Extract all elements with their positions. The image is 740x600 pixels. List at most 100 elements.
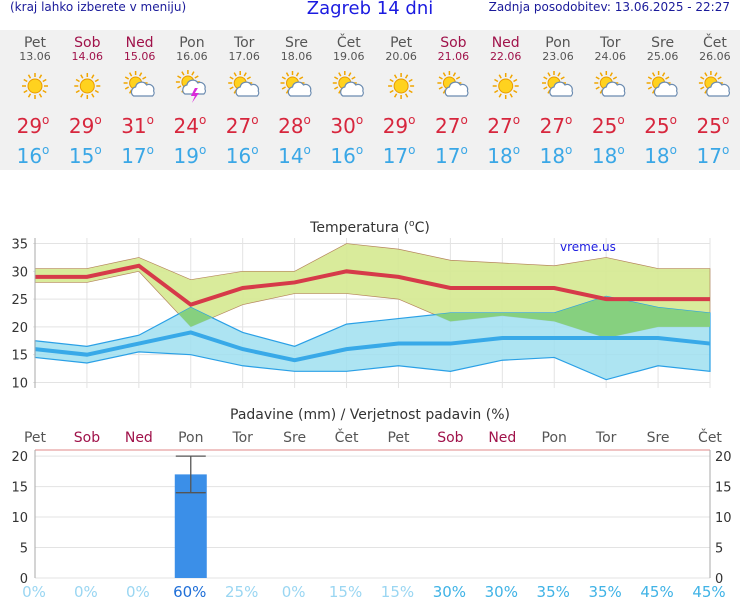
y-tick-label: 35 — [11, 238, 28, 253]
sun-ray — [547, 72, 551, 77]
min-temp-value: 16 — [17, 144, 42, 168]
cloud-shape — [235, 81, 260, 97]
sun-ray — [651, 72, 656, 77]
max-temp-line — [35, 263, 710, 307]
precip-probability: 15% — [381, 583, 414, 600]
precip-probability: 45% — [640, 583, 673, 600]
cloud-shape — [287, 81, 312, 97]
title-unit: C) — [415, 220, 430, 236]
day-name: Tor — [233, 35, 255, 51]
degree-mark: o — [147, 113, 154, 127]
degree-mark: o — [94, 143, 101, 157]
sun-ray — [229, 76, 234, 80]
max-temp: 27o — [435, 113, 468, 138]
sun-ray — [543, 86, 548, 90]
sun-ray — [595, 76, 600, 80]
degree-mark: o — [251, 113, 258, 127]
min-temp-value: 14 — [278, 144, 303, 168]
sun-ray — [494, 89, 499, 94]
sun-ray — [717, 76, 722, 80]
y-tick-label: 25 — [11, 293, 28, 308]
max-temp: 25o — [592, 113, 625, 138]
x-tick-label: Sob — [74, 430, 100, 446]
degree-mark: o — [251, 143, 258, 157]
day-date: 13.06 — [19, 50, 51, 63]
sun-ray — [299, 76, 304, 80]
sun-ray — [27, 74, 32, 79]
degree-mark: o — [199, 143, 206, 157]
max-temp-value: 30 — [330, 114, 355, 138]
min-temp-value: 18 — [592, 144, 617, 168]
day-name: Tor — [599, 35, 621, 51]
max-temp: 28o — [278, 113, 311, 138]
sun-ray — [233, 72, 237, 77]
y-tick-label-right: 15 — [715, 481, 732, 496]
degree-mark: o — [42, 113, 49, 127]
precip-probability: 60% — [173, 583, 206, 600]
cloud-shape — [444, 81, 469, 97]
sun-ray — [334, 86, 339, 90]
min-temp: 16o — [226, 143, 259, 168]
precip-chart-title: Padavine (mm) / Verjetnost padavin (%) — [230, 407, 510, 423]
sun-ray — [509, 93, 513, 98]
min-temp: 17o — [121, 143, 154, 168]
degree-mark: o — [722, 143, 729, 157]
x-tick-label: Čet — [698, 428, 722, 446]
sun-ray — [351, 76, 356, 80]
min-temp: 18o — [644, 143, 677, 168]
overlap-band — [35, 296, 710, 338]
sun-ray — [408, 78, 413, 83]
max-temp: 27o — [487, 113, 520, 138]
max-temp-value: 25 — [592, 114, 617, 138]
min-temp: 18o — [592, 143, 625, 168]
day-date: 25.06 — [647, 50, 679, 63]
sun-ray — [647, 76, 653, 80]
temperature-chart: Temperatura (oC) 10 15 20 25 30 35 vreme.us — [11, 219, 711, 388]
max-temp: 29o — [17, 113, 50, 138]
sun-ray — [455, 76, 461, 80]
sun-ray — [438, 76, 443, 80]
degree-mark: o — [722, 113, 729, 127]
sun-icon — [492, 73, 519, 99]
sun-ray — [543, 76, 548, 80]
sun-icon — [74, 73, 101, 99]
x-tick-label: Sre — [647, 430, 670, 446]
max-temp-value: 27 — [435, 114, 460, 138]
sun-ray — [438, 86, 443, 90]
y-tick-label-left: 15 — [11, 481, 28, 496]
sun-ray — [91, 74, 95, 79]
min-temp: 17o — [697, 143, 730, 168]
degree-mark: o — [356, 113, 363, 127]
min-temp-value: 19 — [174, 144, 199, 168]
min-temp: 18o — [487, 143, 520, 168]
max-temp-value: 25 — [697, 114, 722, 138]
precip-probability: 25% — [225, 583, 258, 600]
day-name: Pon — [545, 35, 570, 51]
precip-probability: 45% — [692, 583, 725, 600]
max-temp: 30o — [330, 113, 363, 138]
sun-ray — [142, 76, 147, 80]
degree-mark: o — [565, 113, 572, 127]
min-temp-value: 18 — [487, 144, 512, 168]
sun-disc — [393, 78, 409, 94]
degree-mark: o — [670, 113, 677, 127]
sun-ray — [612, 76, 618, 80]
last-update: Zadnja posodobitev: 13.06.2025 - 22:27 — [488, 0, 730, 14]
y-tick-label-right: 20 — [715, 450, 732, 465]
degree-mark: o — [304, 113, 311, 127]
title-text: Temperatura ( — [309, 220, 409, 236]
sun-ray — [513, 78, 518, 83]
x-tick-label: Ned — [125, 430, 153, 446]
y-tick-label-right: 5 — [715, 542, 723, 557]
max-temp-value: 24 — [174, 114, 199, 138]
lightning-bolt — [190, 88, 199, 103]
day-name: Čet — [703, 33, 727, 51]
sun-ray — [281, 76, 286, 80]
degree-mark: o — [94, 113, 101, 127]
sun-ray — [408, 89, 413, 94]
cloud-shape — [653, 81, 678, 97]
max-temp: 29o — [383, 113, 416, 138]
sun-ray — [124, 86, 130, 90]
sun-disc — [79, 78, 95, 94]
day-date: 21.06 — [438, 50, 470, 63]
